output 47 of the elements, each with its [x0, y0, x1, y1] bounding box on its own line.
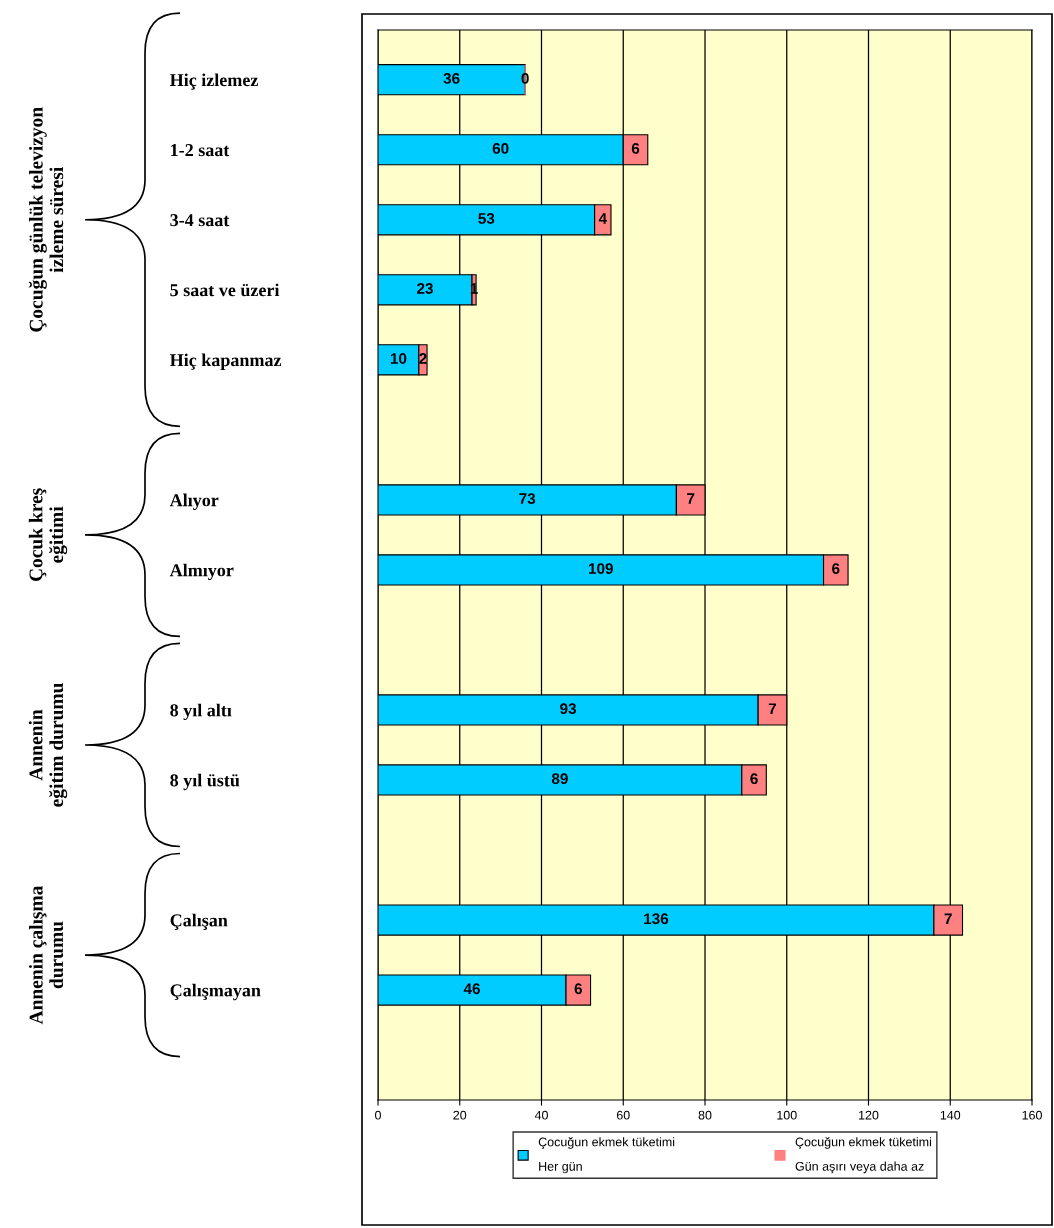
data-label: 46 [463, 983, 480, 995]
x-tick-label: 100 [777, 1110, 797, 1120]
y-tick-label: Hiç kapanmaz [169, 353, 282, 370]
x-tick-label: 20 [453, 1110, 467, 1120]
data-label: 93 [560, 703, 577, 715]
x-tick-label: 40 [534, 1110, 548, 1120]
data-label: 7 [687, 493, 695, 504]
data-label: 10 [390, 353, 407, 364]
y-tick-label: Çalışan [170, 913, 228, 931]
x-tick-label: 60 [616, 1110, 630, 1120]
data-label: 7 [944, 913, 952, 924]
data-label: 1 [470, 283, 478, 294]
y-tick-label: Alıyor [169, 493, 219, 511]
y-tick-label: 8 yıl üstü [170, 773, 240, 791]
data-label: 4 [598, 213, 607, 224]
data-label: 73 [519, 493, 536, 504]
data-label: 53 [478, 213, 495, 224]
x-tick-label: 120 [859, 1110, 879, 1120]
y-tick-label: 5 saat ve üzeri [170, 283, 280, 297]
data-label: 109 [588, 563, 613, 574]
data-label: 7 [768, 703, 777, 714]
legend-label: Çocuğun ekmek tüketimi Her gün [538, 1137, 675, 1174]
y-tick-label: Hiç izlemez [169, 73, 258, 90]
data-label: 6 [574, 983, 582, 995]
x-tick-label: 160 [1022, 1110, 1042, 1120]
text: Annenin çalışma durumu [29, 885, 64, 1025]
data-label: 136 [644, 913, 669, 925]
data-label: 6 [631, 143, 640, 154]
y-tick-label: 8 yıl altı [170, 703, 232, 721]
y-tick-label: Çalışmayan [170, 983, 261, 1001]
text: Çocuk kreş eğitimi [28, 488, 68, 582]
text: Annenin eğitim durumu [28, 683, 68, 807]
data-label: 6 [750, 773, 758, 785]
data-label: 23 [417, 283, 433, 294]
data-label: 60 [492, 143, 509, 154]
data-label: 2 [419, 353, 427, 364]
data-label: 89 [551, 773, 568, 785]
x-tick-label: 0 [375, 1110, 381, 1120]
y-tick-label: Almıyor [169, 563, 234, 581]
legend-label: Çocuğun ekmek tüketimi Gün aşırı veya daha az [795, 1137, 932, 1174]
x-tick-label: 140 [940, 1110, 961, 1120]
text: Çocuğun günlük televizyon izleme süresi [28, 107, 64, 332]
data-label: 6 [832, 563, 840, 574]
data-label: 36 [443, 73, 460, 84]
x-tick-label: 80 [698, 1110, 712, 1120]
y-tick-label: 3-4 saat [170, 214, 230, 227]
y-tick-label: 1-2 saat [171, 144, 230, 157]
